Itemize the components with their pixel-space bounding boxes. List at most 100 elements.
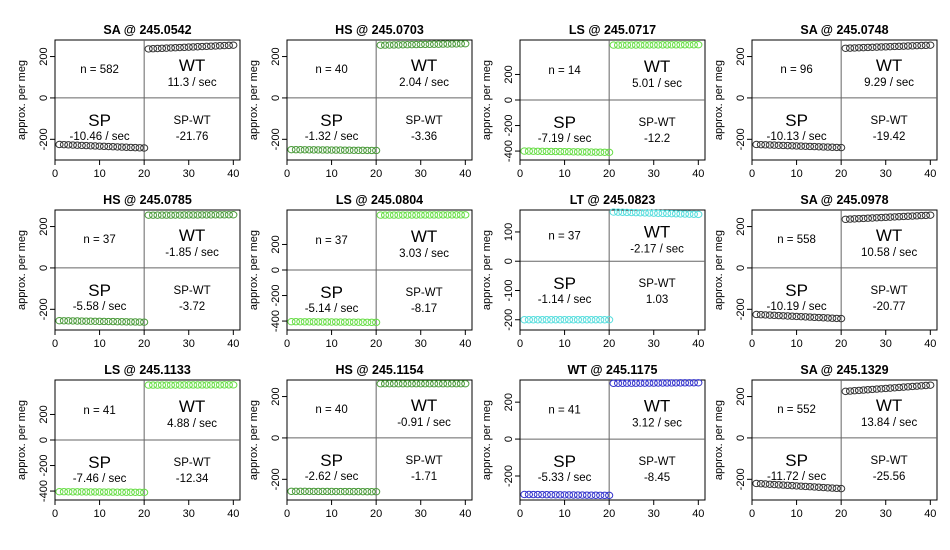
panel-title: LS @ 245.0804 bbox=[336, 193, 423, 207]
wt-point bbox=[206, 42, 216, 50]
sp-rate: -7.19 / sec bbox=[538, 133, 592, 145]
sp-point bbox=[340, 487, 350, 496]
sp-point bbox=[520, 490, 529, 499]
wt-point bbox=[921, 211, 930, 220]
wt-point bbox=[895, 42, 904, 51]
sp-point bbox=[556, 147, 565, 156]
wt-point bbox=[649, 209, 658, 217]
x-tick-label: 10 bbox=[790, 168, 802, 180]
sp-point bbox=[349, 318, 358, 326]
sp-point bbox=[95, 488, 104, 496]
sp-label: SP bbox=[553, 113, 576, 132]
sp-point bbox=[551, 316, 560, 324]
y-tick-label: 200 bbox=[38, 405, 50, 423]
y-tick-label: 0 bbox=[270, 95, 282, 101]
wt-point bbox=[198, 381, 207, 389]
sp-point bbox=[761, 480, 770, 488]
sp-point bbox=[529, 316, 538, 324]
x-tick-label: 20 bbox=[603, 338, 615, 350]
wt-point bbox=[376, 380, 385, 388]
wt-point bbox=[162, 381, 171, 389]
sp-point bbox=[135, 488, 144, 497]
sp-point bbox=[113, 488, 122, 496]
wt-point bbox=[685, 379, 694, 387]
wt-point bbox=[220, 211, 229, 219]
wt-point bbox=[148, 381, 158, 389]
sp-point bbox=[140, 318, 149, 326]
sp-point bbox=[564, 491, 574, 499]
wt-point bbox=[613, 208, 623, 216]
sp-point bbox=[91, 142, 100, 150]
sp-rate: -5.14 / sec bbox=[305, 303, 359, 315]
wt-point bbox=[863, 43, 873, 52]
sp-point bbox=[68, 317, 77, 325]
panel-title: HS @ 245.0785 bbox=[103, 193, 192, 207]
wt-point bbox=[166, 211, 176, 219]
sp-point bbox=[77, 317, 86, 325]
wt-point bbox=[908, 382, 917, 391]
sp-point bbox=[573, 148, 583, 156]
wt-point bbox=[841, 387, 850, 396]
wt-point bbox=[845, 44, 855, 52]
wt-point bbox=[385, 211, 394, 219]
y-tick-label: 0 bbox=[38, 95, 50, 101]
sp-point bbox=[524, 147, 534, 155]
wt-point bbox=[845, 387, 855, 395]
sp-point bbox=[819, 314, 828, 322]
sp-point bbox=[605, 148, 614, 157]
wt-point bbox=[671, 210, 681, 218]
sp-point bbox=[300, 318, 309, 326]
sp-point bbox=[596, 316, 605, 324]
wt-rate: 9.29 / sec bbox=[864, 77, 914, 89]
sp-point bbox=[564, 316, 574, 324]
x-tick-label: 30 bbox=[880, 508, 892, 520]
wt-rate: 3.12 / sec bbox=[632, 418, 682, 430]
wt-point bbox=[380, 41, 390, 49]
sp-point bbox=[358, 146, 367, 155]
wt-point bbox=[872, 385, 881, 393]
wt-point bbox=[899, 212, 908, 221]
wt-point bbox=[671, 379, 681, 387]
sp-point bbox=[336, 318, 345, 326]
wt-point bbox=[917, 211, 926, 220]
wt-point bbox=[380, 211, 390, 219]
sp-rate: -2.62 / sec bbox=[305, 471, 359, 483]
wt-point bbox=[845, 215, 855, 223]
wt-point bbox=[202, 381, 211, 389]
n-count: n = 41 bbox=[83, 405, 115, 417]
x-tick-label: 0 bbox=[52, 338, 58, 350]
sp-point bbox=[837, 314, 846, 323]
sp-point bbox=[140, 488, 149, 497]
sp-point bbox=[823, 143, 832, 151]
y-tick-label: -200 bbox=[38, 298, 50, 320]
wt-point bbox=[456, 211, 465, 219]
wt-point bbox=[667, 379, 676, 387]
wt-point bbox=[376, 41, 385, 49]
sp-point bbox=[140, 144, 149, 152]
sp-point bbox=[340, 318, 350, 326]
sp-point bbox=[832, 484, 841, 493]
wt-point bbox=[645, 209, 654, 217]
wt-point bbox=[215, 381, 225, 389]
sp-point bbox=[314, 146, 323, 154]
x-tick-label: 30 bbox=[648, 508, 660, 520]
wt-point bbox=[680, 41, 690, 49]
wt-point bbox=[631, 41, 641, 49]
x-tick-label: 40 bbox=[459, 338, 471, 350]
sp-point bbox=[551, 491, 560, 499]
x-tick-label: 40 bbox=[459, 168, 471, 180]
sp-point bbox=[99, 142, 109, 151]
wt-point bbox=[895, 212, 904, 221]
y-tick-label: 0 bbox=[503, 258, 515, 264]
sp-point bbox=[291, 145, 301, 154]
wt-point bbox=[157, 211, 167, 219]
wt-label: WT bbox=[876, 226, 902, 245]
wt-point bbox=[193, 43, 202, 51]
wt-point bbox=[215, 42, 225, 50]
x-tick-label: 20 bbox=[138, 168, 150, 180]
wt-point bbox=[162, 44, 171, 52]
x-tick-label: 40 bbox=[924, 508, 936, 520]
wt-point bbox=[667, 41, 676, 49]
wt-rate: -2.17 / sec bbox=[630, 244, 684, 256]
